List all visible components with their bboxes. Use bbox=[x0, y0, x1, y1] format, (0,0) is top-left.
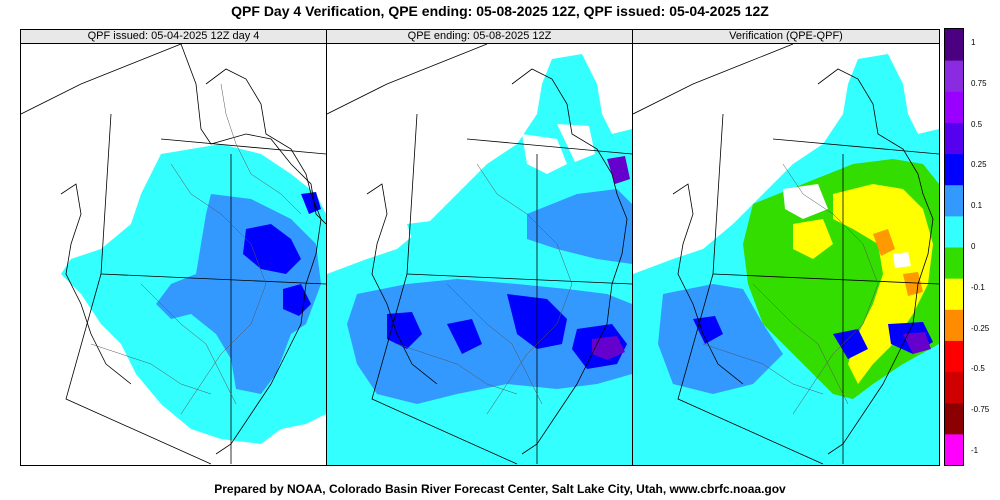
qpe-heavy-area-4 bbox=[447, 319, 482, 354]
qpf-state-lines-2 bbox=[65, 113, 212, 465]
legend-swatch bbox=[945, 340, 963, 373]
qpf-heavy-area-2 bbox=[283, 284, 311, 316]
verif-white-patch bbox=[783, 184, 828, 219]
qpf-state-lines bbox=[21, 44, 182, 115]
verif-basin-outline-2 bbox=[672, 183, 744, 385]
legend-swatch bbox=[945, 247, 963, 279]
legend-swatch bbox=[945, 278, 963, 310]
footer-credit: Prepared by NOAA, Colorado Basin River F… bbox=[214, 482, 786, 496]
panel-qpf: QPF issued: 05-04-2025 12Z day 4 bbox=[20, 29, 327, 466]
legend-tick-label: -0.5 bbox=[971, 364, 985, 374]
qpe-state-lines-3 bbox=[406, 273, 632, 285]
qpf-river-lines-4 bbox=[90, 343, 212, 395]
qpf-state-lines-3 bbox=[100, 273, 326, 285]
qpe-precip-field bbox=[327, 54, 632, 465]
legend-swatch bbox=[945, 60, 963, 92]
legend-swatch bbox=[945, 433, 963, 465]
legend-tick-label: 1 bbox=[971, 38, 976, 47]
legend-color-bar bbox=[945, 29, 963, 465]
verif-state-lines-5 bbox=[772, 138, 939, 155]
qpe-boundaries bbox=[327, 44, 632, 465]
legend-tick-label: -0.75 bbox=[971, 405, 990, 415]
qpe-very-heavy-area-2 bbox=[607, 156, 630, 184]
qpf-precip-field bbox=[61, 144, 326, 444]
qpe-dry-patch-2 bbox=[557, 124, 595, 162]
verif-state-lines bbox=[633, 44, 794, 115]
legend-tick-label: -0.25 bbox=[971, 323, 990, 333]
panel-verification-header: Verification (QPE-QPF) bbox=[633, 30, 939, 44]
qpe-basin-outline bbox=[511, 68, 628, 455]
legend-swatch bbox=[945, 91, 963, 123]
qpf-basin-outline bbox=[205, 68, 322, 455]
verif-basin-outline bbox=[817, 68, 934, 455]
qpe-map bbox=[327, 44, 632, 465]
verif-orange-area bbox=[873, 229, 895, 256]
qpf-heavy-area-3 bbox=[301, 192, 321, 214]
legend-swatch bbox=[945, 309, 963, 341]
verif-lightblue-area bbox=[658, 284, 783, 394]
figure-title: QPF Day 4 Verification, QPE ending: 05-0… bbox=[231, 3, 769, 19]
legend-swatch bbox=[945, 215, 963, 248]
verif-river-lines-2 bbox=[752, 283, 849, 405]
qpf-state-lines-6 bbox=[180, 44, 326, 225]
verif-orange-area-2 bbox=[903, 272, 923, 296]
qpe-river-lines bbox=[476, 163, 573, 415]
panel-qpe-header: QPE ending: 05-08-2025 12Z bbox=[327, 30, 632, 44]
legend-tick-label: -0.1 bbox=[971, 282, 985, 292]
qpf-state-lines-5 bbox=[160, 138, 326, 155]
qpe-river-lines-3 bbox=[396, 343, 518, 395]
panel-qpe: QPE ending: 05-08-2025 12Z bbox=[326, 29, 633, 466]
qpe-state-lines-2 bbox=[371, 113, 518, 465]
qpe-very-heavy-area bbox=[592, 336, 625, 360]
verif-river-lines bbox=[782, 163, 879, 415]
panel-verification: Verification (QPE-QPF) bbox=[632, 29, 940, 466]
verif-yellow-area-2 bbox=[793, 219, 833, 259]
legend-swatch bbox=[945, 371, 963, 404]
legend-tick-label: 0.25 bbox=[971, 160, 987, 170]
qpf-map bbox=[21, 44, 326, 465]
legend-swatch bbox=[945, 29, 963, 61]
qpf-river-lines bbox=[170, 163, 267, 415]
verif-state-lines-3 bbox=[712, 273, 939, 285]
color-legend bbox=[944, 28, 964, 466]
qpe-heavy-area-3 bbox=[387, 312, 422, 349]
qpf-river-lines-2 bbox=[140, 283, 237, 405]
qpe-moderate-area bbox=[347, 279, 632, 404]
qpe-moderate-area-north bbox=[527, 189, 632, 264]
legend-swatch bbox=[945, 153, 963, 186]
verif-river-lines-3 bbox=[702, 343, 824, 395]
legend-swatch bbox=[945, 184, 963, 217]
verif-blue-area bbox=[833, 329, 868, 359]
verification-map bbox=[633, 44, 939, 465]
qpe-state-lines bbox=[327, 44, 488, 115]
legend-tick-label: 0.75 bbox=[971, 78, 987, 88]
verification-field bbox=[633, 54, 939, 465]
qpe-basin-outline-2 bbox=[366, 183, 438, 385]
panel-qpf-header: QPF issued: 05-04-2025 12Z day 4 bbox=[21, 30, 326, 44]
qpf-river-lines-3 bbox=[220, 83, 302, 215]
legend-tick-label: 0 bbox=[971, 242, 976, 251]
verif-purple-area bbox=[903, 332, 931, 354]
qpe-dry-patch bbox=[522, 134, 567, 174]
verif-white-patch-2 bbox=[893, 252, 911, 268]
qpe-river-lines-2 bbox=[446, 283, 543, 405]
verif-blue-area-3 bbox=[693, 316, 723, 344]
verif-state-lines-2 bbox=[677, 113, 824, 465]
verification-boundaries bbox=[633, 44, 939, 465]
legend-swatch bbox=[945, 402, 963, 435]
legend-swatch bbox=[945, 122, 963, 155]
qpf-boundaries bbox=[21, 44, 326, 465]
legend-tick-label: 0.5 bbox=[971, 119, 983, 129]
qpe-state-lines-5 bbox=[466, 138, 632, 155]
qpf-basin-outline-2 bbox=[60, 183, 132, 385]
legend-tick-label: 0.1 bbox=[971, 201, 983, 211]
legend-tick-label: -1 bbox=[971, 446, 979, 455]
